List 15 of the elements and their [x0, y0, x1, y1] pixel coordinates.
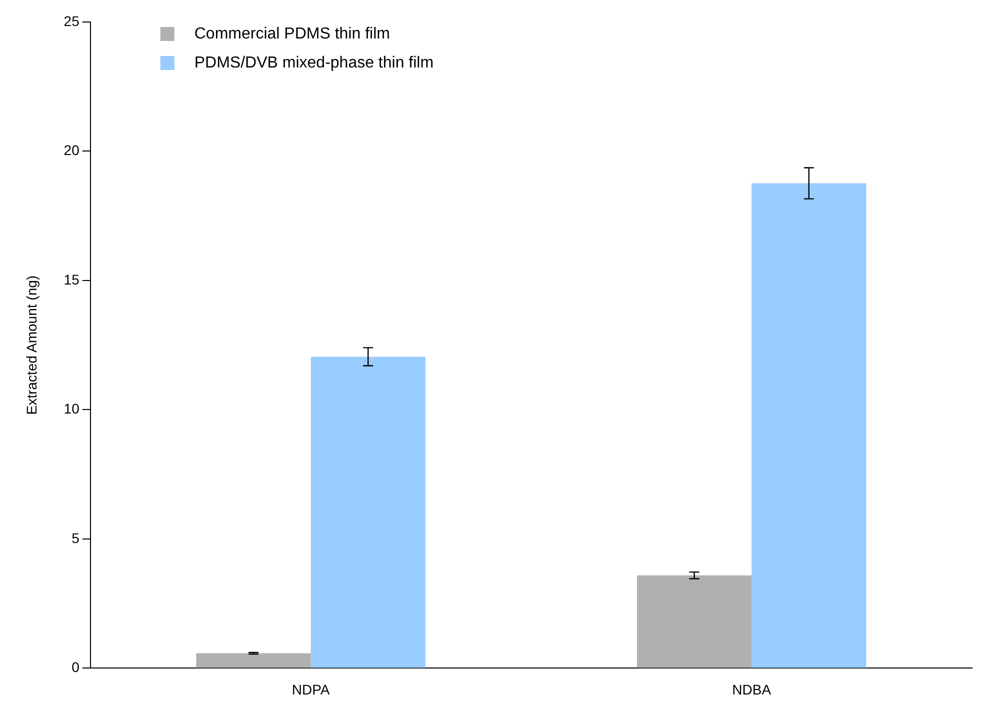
legend-label: PDMS/DVB mixed-phase thin film: [194, 54, 434, 72]
bar: [196, 653, 311, 668]
bar: [636, 575, 752, 668]
bar: [752, 183, 866, 668]
y-tick-label: 20: [64, 142, 80, 158]
y-tick-label: 25: [64, 12, 80, 29]
x-tick-label: NDBA: [732, 681, 772, 698]
legend-label: Commercial PDMS thin film: [194, 25, 390, 42]
y-tick-label: 5: [72, 530, 80, 546]
y-axis-title: Extracted Amount (ng): [23, 275, 40, 415]
y-tick-label: 0: [72, 659, 80, 676]
bar: [310, 356, 426, 668]
x-tick-label: NDPA: [292, 681, 330, 698]
y-tick-label: 10: [64, 400, 80, 417]
y-tick-label: 15: [64, 271, 80, 288]
